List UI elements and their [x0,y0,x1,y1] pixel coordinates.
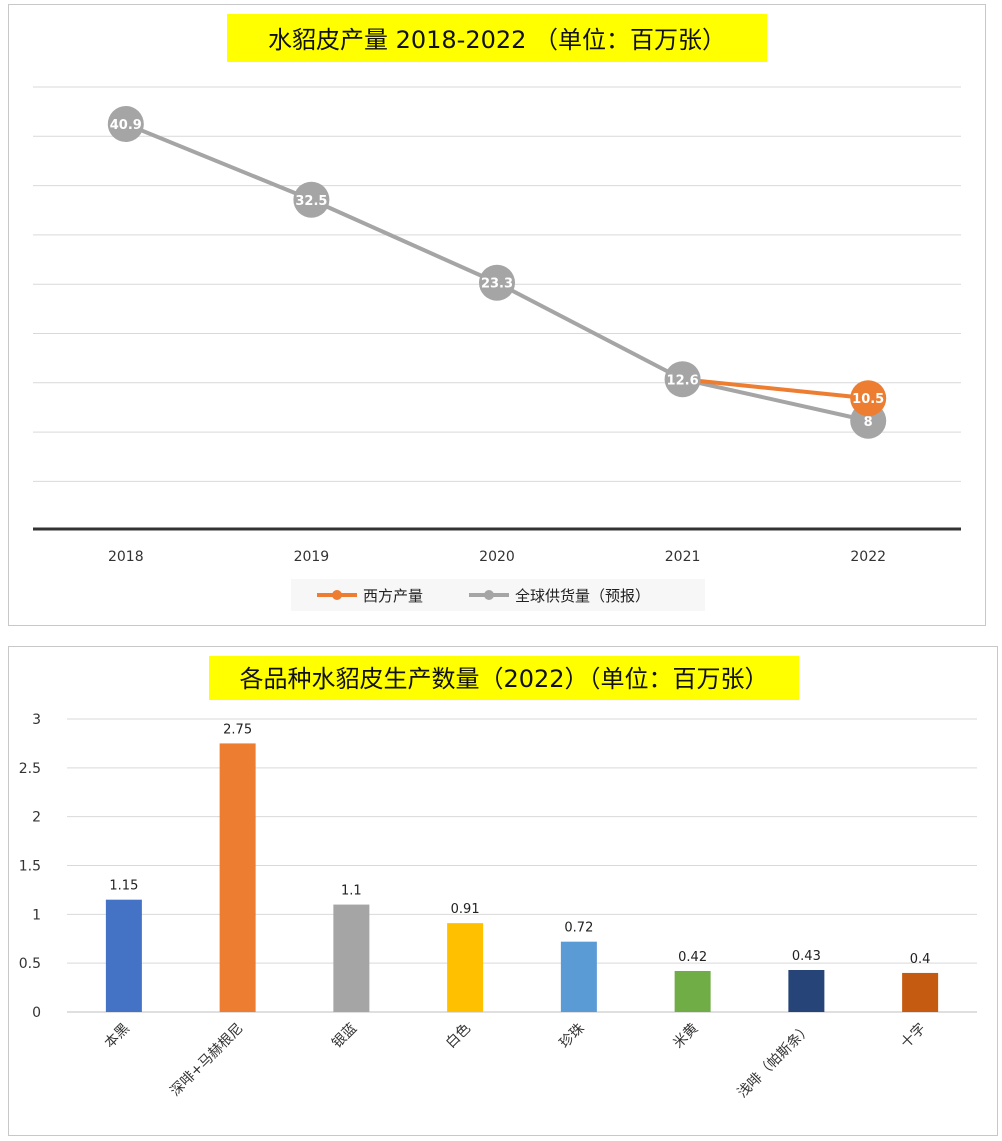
legend-label: 西方产量 [363,587,423,605]
y-tick-label: 2.5 [19,761,41,777]
bar [333,904,370,1012]
y-tick-label: 0.5 [19,956,41,972]
bar [560,941,597,1012]
chart1-title-highlight [227,14,767,62]
x-tick-label: 本黑 [102,1021,133,1052]
x-tick-label: 十字 [898,1021,929,1052]
y-tick-label: 1.5 [19,859,41,875]
bar-value-label: 0.72 [564,921,593,936]
x-tick-label: 白色 [442,1020,474,1052]
legend-label: 全球供货量（预报） [515,587,650,605]
bar-value-label: 0.42 [678,950,707,965]
series-line [682,377,869,401]
x-tick-label: 2022 [850,549,886,565]
data-point [664,361,701,398]
data-label: 23.3 [481,277,513,292]
data-label: 8 [864,415,873,430]
y-tick-label: 0 [32,1005,41,1021]
bar-chart-panel: 各品种水貂皮生产数量（2022）（单位：百万张） 0 0.5 1 1.5 2 2.5 3 1… [8,646,998,1136]
x-tick-label: 银蓝 [329,1021,360,1052]
x-tick-label: 米黄 [670,1020,702,1052]
bar-value-label: 0.4 [910,952,931,967]
data-label: 10.5 [852,392,884,407]
data-point [479,264,515,301]
legend-marker [484,590,494,600]
data-point [850,380,887,417]
bar-value-label: 2.75 [223,722,252,737]
data-label: 40.9 [110,118,142,133]
line-chart: 水貂皮产量 2018-2022 （单位：百万张） 2018 2019 2020 202… [33,14,961,611]
y-tick-label: 1 [32,907,41,923]
y-tick-label: 2 [32,810,41,826]
bar-value-label: 1.15 [109,879,138,894]
bar-chart: 各品种水貂皮生产数量（2022）（单位：百万张） 0 0.5 1 1.5 2 2.5 3 1… [19,656,977,1101]
chart2-title-highlight [209,656,799,700]
x-tick-label: 2019 [294,549,330,565]
x-tick-label: 深啡+马赫根尼 [167,1021,246,1100]
x-tick-label: 2018 [108,549,144,565]
data-point [293,181,330,218]
line-chart-panel: 水貂皮产量 2018-2022 （单位：百万张） 2018 2019 2020 202… [8,4,986,626]
bar-value-label: 0.91 [451,902,480,917]
x-tick-label: 珍珠 [557,1021,588,1052]
bar-value-label: 0.43 [792,949,821,964]
bar [447,923,484,1012]
data-label: 12.6 [667,373,699,388]
bar [902,972,939,1012]
bar [788,970,825,1012]
chart1-title: 水貂皮产量 2018-2022 （单位：百万张） [268,26,726,54]
bar [219,743,256,1012]
x-tick-label: 2020 [479,549,515,565]
bar [105,899,142,1012]
x-tick-label: 2021 [665,549,701,565]
y-tick-label: 3 [32,712,41,728]
bar [674,970,711,1012]
legend-marker [332,590,342,600]
x-tick-label: 浅啡（帕斯条） [734,1020,815,1101]
data-point [107,105,144,142]
chart2-title: 各品种水貂皮生产数量（2022）（单位：百万张） [239,665,768,693]
bar-value-label: 1.1 [341,884,362,899]
data-label: 32.5 [295,194,327,209]
